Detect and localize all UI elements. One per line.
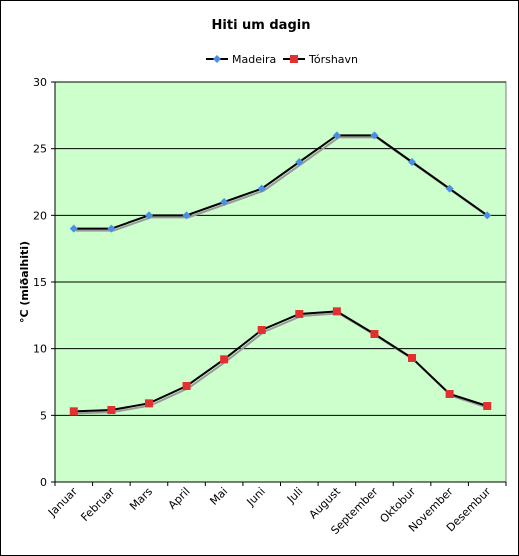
x-tick-label: April [166, 485, 193, 512]
series-madeira [69, 131, 492, 233]
data-point [69, 407, 78, 416]
data-point [69, 224, 78, 233]
data-point [332, 131, 341, 140]
data-point [483, 211, 492, 220]
legend-item-madeira: Madeira [206, 53, 276, 66]
x-tick-label: Februar [78, 485, 117, 524]
data-point [370, 330, 379, 338]
data-point [295, 310, 304, 318]
x-tick-label: Januar [45, 485, 80, 520]
y-tick-label: 10 [33, 343, 47, 356]
data-point [182, 211, 191, 220]
data-point [220, 355, 229, 364]
y-tick-label: 25 [33, 143, 47, 156]
y-tick-label: 30 [33, 76, 47, 89]
legend: Madeira Tórshavn [206, 53, 358, 66]
chart-title: Hiti um dagin [212, 18, 311, 33]
y-tick-label: 5 [40, 409, 47, 422]
x-tick-label: Mai [207, 485, 230, 508]
x-tick-label: August [307, 484, 344, 521]
y-tick-label: 0 [40, 476, 47, 489]
data-point [107, 224, 116, 233]
data-point [483, 402, 492, 410]
x-tick-label: Juli [284, 485, 305, 506]
y-tick-label: 15 [33, 276, 47, 289]
series-line [73, 134, 488, 230]
x-tick-label: Juni [244, 485, 268, 509]
y-axis-ticks: 0 5 10 15 20 25 30 [33, 76, 55, 489]
y-axis-label: °C (miðalhiti) [18, 241, 31, 323]
data-point [107, 406, 116, 414]
data-point [182, 382, 191, 390]
data-point [408, 354, 417, 362]
data-point [144, 211, 153, 220]
data-point [445, 390, 454, 398]
legend-label: Madeira [232, 53, 276, 66]
y-tick-label: 20 [33, 209, 47, 222]
legend-marker [290, 55, 298, 63]
series-layer [69, 131, 492, 416]
data-point [257, 184, 266, 193]
data-point [370, 131, 379, 140]
x-tick-label: Mars [127, 485, 155, 513]
data-point [408, 158, 417, 166]
legend-item-tórshavn: Tórshavn [283, 53, 358, 66]
series-tórshavn [69, 307, 492, 416]
series-line [73, 310, 488, 413]
data-point [144, 399, 153, 408]
data-point [220, 198, 229, 206]
data-point [295, 158, 304, 166]
data-point [332, 307, 341, 316]
data-point [445, 184, 454, 193]
legend-marker [213, 55, 221, 63]
data-point [257, 326, 266, 334]
legend-label: Tórshavn [308, 53, 358, 66]
